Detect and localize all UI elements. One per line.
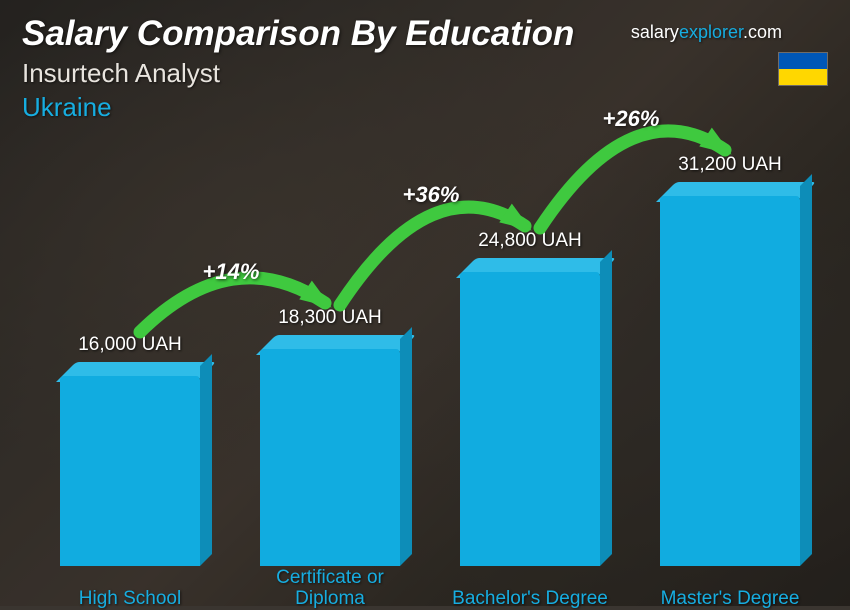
source-prefix: salary [631,22,679,42]
source-accent: explorer [679,22,743,42]
chart-subtitle: Insurtech Analyst [22,58,220,89]
percent-increase-label: +36% [403,182,460,208]
bar-chart-area: 16,000 UAHHigh School 18,300 UAHCertifica… [0,126,850,606]
bar-side-face [400,327,412,566]
bar-category-label: High School [40,589,220,610]
bar-side-face [200,354,212,566]
bar-front-face [460,272,600,566]
bar-value-label: 18,300 UAH [240,307,420,329]
bar-value-label: 16,000 UAH [40,334,220,356]
source-attribution: salaryexplorer.com [631,22,782,43]
bar-group: 16,000 UAHHigh School [60,376,200,566]
chart-title: Salary Comparison By Education [22,14,574,54]
bar-category-label: Certificate or Diploma [240,568,420,610]
bar-side-face [600,250,612,566]
bar-front-face [60,376,200,566]
bar: 31,200 UAH [660,196,800,566]
bar-group: 31,200 UAHMaster's Degree [660,196,800,566]
bar-group: 18,300 UAHCertificate or Diploma [260,349,400,566]
bar-front-face [660,196,800,566]
bar: 16,000 UAH [60,376,200,566]
percent-increase-label: +14% [203,259,260,285]
infographic-content: Salary Comparison By Education Insurtech… [0,0,850,606]
source-suffix: .com [743,22,782,42]
bar-group: 24,800 UAHBachelor's Degree [460,272,600,566]
percent-increase-label: +26% [603,106,660,132]
bar-value-label: 31,200 UAH [640,154,820,176]
flag-ukraine [778,52,828,86]
flag-stripe-bottom [779,69,827,85]
bar-front-face [260,349,400,566]
bar-category-label: Master's Degree [640,589,820,610]
bar-value-label: 24,800 UAH [440,230,620,252]
chart-country: Ukraine [22,92,112,123]
bar-category-label: Bachelor's Degree [440,589,620,610]
bar-side-face [800,174,812,566]
flag-stripe-top [779,53,827,69]
bar: 24,800 UAH [460,272,600,566]
bar: 18,300 UAH [260,349,400,566]
